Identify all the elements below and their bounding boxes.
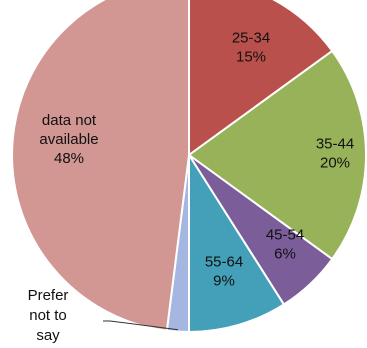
pie-slice-25-34: [188, 0, 334, 157]
pie-slices: [11, 0, 367, 334]
leader-line-prefer-not-to-say: [103, 320, 179, 331]
slice-label-45-54: 45-54 6%: [266, 227, 304, 263]
slice-label-55-64: 55-64 9%: [205, 254, 243, 290]
slice-label-prefer-not-to-say: Prefer not to say: [28, 287, 69, 344]
pie-slice-55-64: [188, 151, 286, 334]
slice-label-data-not-available: data not available 48%: [39, 112, 98, 167]
pie-labels: 25-34 15% 35-44 20% 45-54 6% 55-64 9% Prefer not …: [28, 30, 355, 345]
pie-slice-35-44: [187, 49, 367, 261]
slice-label-35-44: 35-44 20%: [316, 136, 354, 172]
pie-slice-data-not-available: [11, 0, 190, 332]
slice-label-25-34: 25-34 15%: [232, 30, 270, 66]
